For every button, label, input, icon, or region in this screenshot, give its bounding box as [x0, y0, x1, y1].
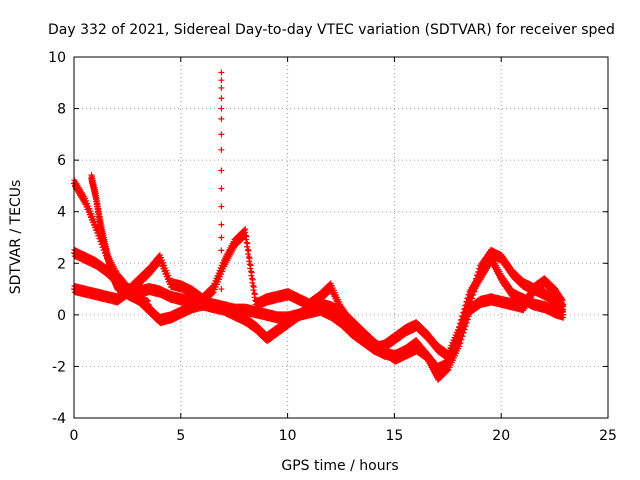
x-tick-label: 15 [385, 428, 403, 444]
y-tick-label: 10 [48, 50, 66, 66]
plot-frame [73, 56, 609, 419]
x-axis-ticks: 0 5 10 15 20 25 [70, 57, 617, 444]
track-b-point [465, 297, 472, 304]
spike-point [218, 115, 225, 122]
y-tick-label: 6 [57, 153, 66, 169]
spike-point [218, 77, 225, 84]
y-tick-label: -4 [52, 411, 66, 427]
x-tick-label: 20 [492, 428, 510, 444]
chart-title: Day 332 of 2021, Sidereal Day-to-day VTE… [48, 22, 615, 38]
x-tick-label: 25 [599, 428, 617, 444]
spike-point [218, 203, 225, 210]
track-c-point [245, 247, 252, 254]
y-tick-label: 0 [57, 308, 66, 324]
spike-point [218, 146, 225, 153]
track-c-point [244, 240, 251, 247]
track-c-point [249, 276, 256, 283]
track-b-point [560, 311, 567, 318]
track-c-point [251, 291, 258, 298]
y-axis-ticks: -4 -2 0 2 4 6 8 10 [48, 50, 608, 427]
data-marks [71, 69, 567, 383]
x-tick-label: 0 [70, 428, 79, 444]
y-axis-title: SDTVAR / TECUs [8, 180, 24, 295]
x-axis-title: GPS time / hours [281, 458, 398, 474]
spike-point [218, 286, 225, 293]
spike-point [218, 95, 225, 102]
track-c-point [250, 284, 257, 291]
spike-point [218, 84, 225, 91]
spike-point [218, 247, 225, 254]
y-tick-label: 8 [57, 102, 66, 118]
y-tick-label: -2 [52, 359, 66, 375]
spike-point [218, 167, 225, 174]
spike-point [218, 185, 225, 192]
track-c-point [247, 262, 254, 269]
x-tick-label: 10 [279, 428, 297, 444]
y-tick-label: 4 [57, 205, 66, 221]
track-c-point [246, 255, 253, 262]
spike-point [218, 131, 225, 138]
grid [74, 57, 608, 418]
spike-point [218, 69, 225, 76]
spike-point [218, 105, 225, 112]
spike-point [218, 221, 225, 228]
x-tick-label: 5 [176, 428, 185, 444]
y-tick-label: 2 [57, 256, 66, 272]
track-c-point [248, 269, 255, 276]
spike-point [218, 234, 225, 241]
